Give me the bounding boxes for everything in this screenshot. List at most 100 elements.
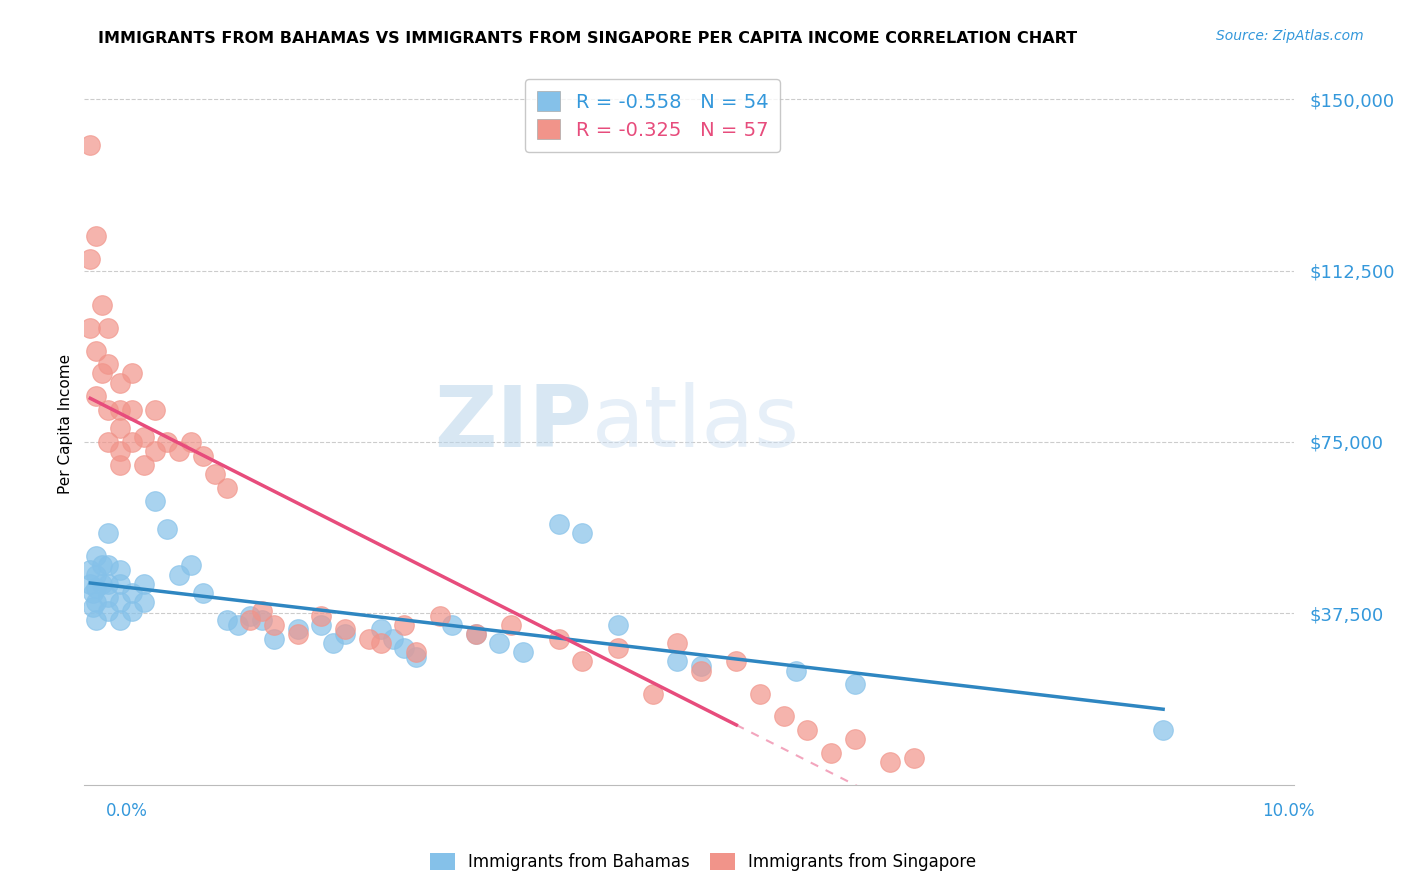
Point — [215, 481, 238, 495]
Point — [97, 591, 120, 605]
Point — [121, 367, 143, 381]
Point — [571, 655, 593, 669]
Point — [204, 467, 226, 481]
Point — [97, 357, 120, 371]
Point — [108, 563, 131, 577]
Text: Source: ZipAtlas.com: Source: ZipAtlas.com — [1216, 29, 1364, 44]
Point — [749, 686, 772, 700]
Point — [91, 367, 114, 381]
Point — [79, 320, 101, 334]
Point — [84, 343, 107, 358]
Point — [91, 298, 114, 312]
Point — [167, 567, 190, 582]
Point — [191, 586, 214, 600]
Point — [79, 252, 101, 266]
Point — [370, 623, 392, 637]
Text: 10.0%: 10.0% — [1263, 802, 1315, 820]
Point — [91, 558, 114, 573]
Point — [84, 567, 107, 582]
Point — [84, 229, 107, 244]
Point — [156, 522, 179, 536]
Point — [370, 636, 392, 650]
Point — [108, 458, 131, 472]
Point — [287, 623, 309, 637]
Point — [79, 563, 101, 577]
Point — [97, 435, 120, 450]
Point — [108, 444, 131, 458]
Point — [405, 649, 427, 664]
Point — [97, 320, 120, 334]
Point — [97, 558, 120, 573]
Point — [311, 618, 333, 632]
Point — [844, 732, 866, 747]
Point — [488, 636, 510, 650]
Point — [132, 595, 155, 609]
Point — [405, 645, 427, 659]
Text: atlas: atlas — [592, 382, 800, 466]
Point — [121, 403, 143, 417]
Point — [215, 613, 238, 627]
Point — [250, 604, 273, 618]
Point — [145, 444, 167, 458]
Point — [121, 604, 143, 618]
Point — [606, 640, 628, 655]
Point — [145, 494, 167, 508]
Point — [381, 632, 404, 646]
Point — [333, 627, 356, 641]
Point — [132, 458, 155, 472]
Point — [84, 549, 107, 564]
Point — [97, 526, 120, 541]
Point — [547, 517, 569, 532]
Point — [322, 636, 344, 650]
Point — [79, 137, 101, 152]
Legend: Immigrants from Bahamas, Immigrants from Singapore: Immigrants from Bahamas, Immigrants from… — [422, 845, 984, 880]
Point — [156, 435, 179, 450]
Point — [1152, 723, 1174, 737]
Point — [121, 586, 143, 600]
Point — [879, 755, 901, 769]
Point — [796, 723, 818, 737]
Point — [145, 403, 167, 417]
Point — [167, 444, 190, 458]
Point — [91, 576, 114, 591]
Point — [82, 586, 104, 600]
Point — [180, 558, 202, 573]
Point — [84, 389, 107, 403]
Point — [108, 595, 131, 609]
Point — [357, 632, 380, 646]
Point — [311, 608, 333, 623]
Point — [239, 608, 262, 623]
Point — [666, 636, 689, 650]
Point — [394, 618, 416, 632]
Point — [333, 623, 356, 637]
Point — [250, 613, 273, 627]
Point — [180, 435, 202, 450]
Point — [501, 618, 523, 632]
Point — [820, 746, 842, 760]
Point — [844, 677, 866, 691]
Point — [689, 659, 711, 673]
Point — [263, 618, 285, 632]
Point — [239, 613, 262, 627]
Point — [666, 655, 689, 669]
Point — [429, 608, 451, 623]
Point — [785, 664, 807, 678]
Point — [440, 618, 463, 632]
Point — [132, 430, 155, 444]
Point — [228, 618, 250, 632]
Point — [132, 576, 155, 591]
Point — [84, 613, 107, 627]
Point — [79, 576, 101, 591]
Point — [547, 632, 569, 646]
Point — [571, 526, 593, 541]
Point — [394, 640, 416, 655]
Legend: R = -0.558   N = 54, R = -0.325   N = 57: R = -0.558 N = 54, R = -0.325 N = 57 — [526, 79, 780, 152]
Point — [82, 599, 104, 614]
Point — [108, 403, 131, 417]
Point — [689, 664, 711, 678]
Point — [512, 645, 534, 659]
Point — [97, 576, 120, 591]
Point — [643, 686, 665, 700]
Point — [121, 435, 143, 450]
Point — [108, 376, 131, 390]
